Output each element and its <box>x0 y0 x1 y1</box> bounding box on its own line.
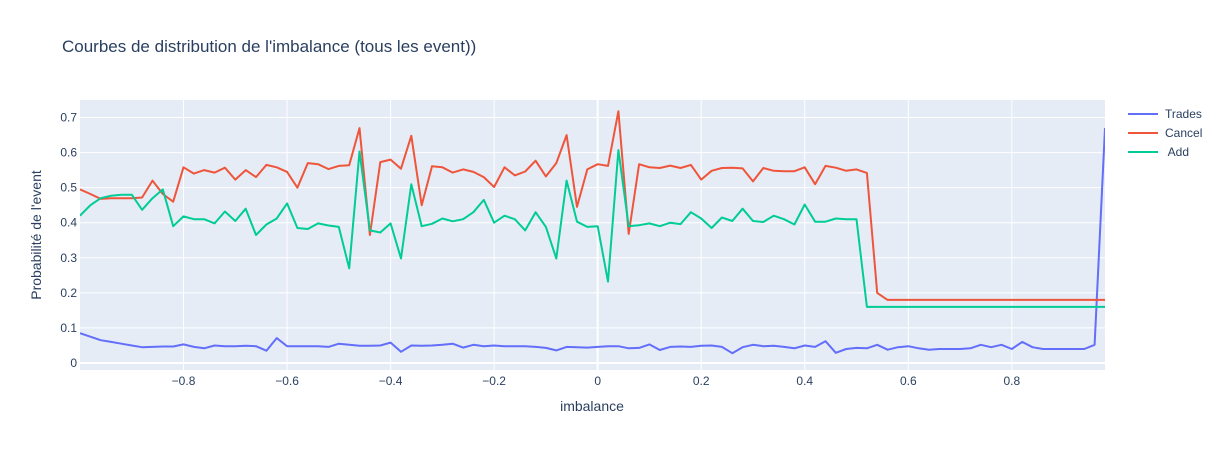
y-tick-label: 0.6 <box>60 146 77 160</box>
y-tick-label: 0.4 <box>60 216 77 230</box>
y-tick-label: 0 <box>70 356 77 370</box>
legend-item-add[interactable]: Add <box>1128 145 1189 159</box>
y-tick-label: 0.7 <box>60 111 77 125</box>
x-tick-label: 0.8 <box>1003 374 1020 388</box>
legend-item-trades[interactable]: Trades <box>1128 107 1202 121</box>
y-tick-label: 0.3 <box>60 251 77 265</box>
series-layer <box>80 110 1105 355</box>
series-line-cancel <box>80 110 1105 301</box>
chart-title: Courbes de distribution de l'imbalance (… <box>62 37 476 56</box>
series-line-trades <box>80 128 1105 355</box>
x-tick-label: −0.2 <box>482 374 506 388</box>
legend: Trades Cancel Add <box>1128 107 1202 159</box>
y-tick-label: 0.1 <box>60 321 77 335</box>
grid-layer <box>80 100 1105 370</box>
series-line-add <box>80 149 1105 308</box>
x-tick-label: 0 <box>594 374 601 388</box>
y-tick-label: 0.5 <box>60 181 77 195</box>
x-axis-title: imbalance <box>560 398 624 414</box>
x-tick-label: −0.4 <box>379 374 403 388</box>
x-tick-label: 0.2 <box>693 374 710 388</box>
legend-label: Trades <box>1165 107 1202 121</box>
x-tick-label: −0.6 <box>275 374 299 388</box>
tick-layer: −0.8 −0.6 −0.4 −0.2 0 0.2 0.4 0.6 0.8 0 0.1 0.2 0.3 0… <box>60 111 1020 388</box>
x-tick-label: −0.8 <box>172 374 196 388</box>
legend-label: Add <box>1165 145 1189 159</box>
y-axis-title: Probabilité de l'event <box>28 170 44 300</box>
x-tick-label: 0.4 <box>796 374 813 388</box>
legend-label: Cancel <box>1165 126 1202 140</box>
plot-background <box>80 100 1105 370</box>
x-tick-label: 0.6 <box>900 374 917 388</box>
y-tick-label: 0.2 <box>60 286 77 300</box>
legend-item-cancel[interactable]: Cancel <box>1128 126 1202 140</box>
